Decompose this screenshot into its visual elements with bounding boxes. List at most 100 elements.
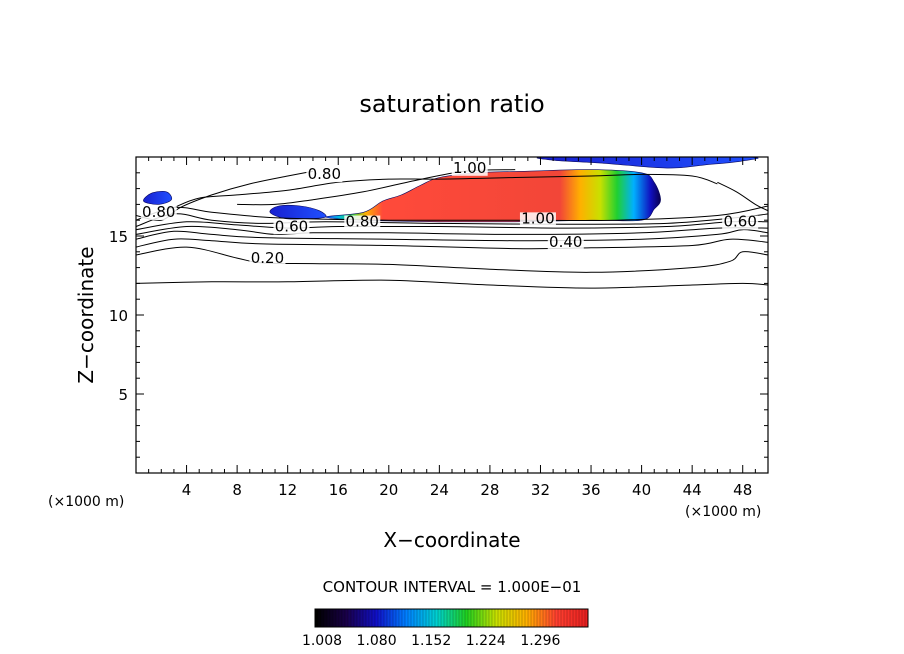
colorbar-swatch: [408, 609, 412, 627]
colorbar-swatch: [444, 609, 448, 627]
chart-title: saturation ratio: [359, 90, 544, 118]
contour-label: 0.60: [723, 213, 756, 231]
colorbar-swatch: [411, 609, 415, 627]
colorbar-swatch: [387, 609, 391, 627]
colorbar-swatch: [351, 609, 355, 627]
colorbar-swatch: [390, 609, 394, 627]
colorbar-swatch: [456, 609, 460, 627]
colorbar-swatch: [465, 609, 469, 627]
colorbar-swatch: [453, 609, 457, 627]
colorbar-tick-label: 1.296: [520, 633, 560, 649]
contour-label: 1.00: [453, 159, 486, 177]
colorbar-swatch: [507, 609, 511, 627]
colorbar-swatch: [579, 609, 583, 627]
colorbar-swatch: [510, 609, 514, 627]
colorbar-tick-label: 1.224: [466, 633, 506, 649]
colorbar-swatch: [537, 609, 541, 627]
colorbar-swatch: [522, 609, 526, 627]
colorbar-swatch: [324, 609, 328, 627]
colorbar-swatch: [393, 609, 397, 627]
colorbar-swatch: [357, 609, 361, 627]
contour-line: [136, 279, 768, 289]
colorbar-swatch: [459, 609, 463, 627]
colorbar-swatch: [336, 609, 340, 627]
x-axis-label: X−coordinate: [383, 528, 520, 552]
x-tick-label: 4: [182, 481, 192, 499]
y-axis-label: Z−coordinate: [74, 246, 98, 383]
x-tick-label: 28: [480, 481, 499, 499]
colorbar-swatch: [432, 609, 436, 627]
region-left-blob: [143, 191, 172, 205]
colorbar-swatch: [474, 609, 478, 627]
colorbar-swatch: [558, 609, 562, 627]
y-tick-label: 5: [118, 386, 128, 404]
y-tick-label: 10: [109, 307, 128, 325]
colorbar-swatch: [570, 609, 574, 627]
colorbar-swatch: [561, 609, 565, 627]
colorbar-swatch: [492, 609, 496, 627]
colorbar-swatch: [450, 609, 454, 627]
colorbar-swatch: [501, 609, 505, 627]
contour-label: 0.60: [275, 217, 308, 235]
colorbar-tick-label: 1.152: [411, 633, 451, 649]
y-axis-ticks: 5 10 15: [109, 228, 128, 404]
colorbar-swatch: [447, 609, 451, 627]
contour-line: [717, 181, 768, 212]
colorbar-swatch: [321, 609, 325, 627]
colorbar-swatch: [423, 609, 427, 627]
contour-line: [136, 170, 314, 221]
colorbar-swatch: [429, 609, 433, 627]
colorbar-swatch: [435, 609, 439, 627]
colorbar-swatch: [360, 609, 364, 627]
colorbar-swatch: [516, 609, 520, 627]
colorbar-swatch: [585, 609, 589, 627]
contour-line: [136, 213, 768, 227]
colorbar-frame: [314, 608, 589, 628]
contour-label: 0.40: [549, 233, 582, 251]
contour-line: [136, 220, 768, 231]
x-unit-left: (×1000 m): [48, 494, 124, 510]
colorbar-swatch: [534, 609, 538, 627]
colorbar-swatch: [441, 609, 445, 627]
colorbar-swatch: [513, 609, 517, 627]
contour-line: [136, 238, 768, 250]
colorbar-swatch: [354, 609, 358, 627]
colorbar-tick-label: 1.080: [357, 633, 397, 649]
x-tick-label: 36: [581, 481, 600, 499]
colorbar-swatch: [384, 609, 388, 627]
colorbar-swatch: [531, 609, 535, 627]
contour-line: [136, 246, 768, 273]
colorbar-swatch: [549, 609, 553, 627]
colorbar-swatch: [462, 609, 466, 627]
x-unit-right: (×1000 m): [685, 504, 761, 520]
colorbar-swatch: [396, 609, 400, 627]
x-tick-label: 20: [379, 481, 398, 499]
colorbar-swatch: [480, 609, 484, 627]
x-tick-label: 24: [430, 481, 449, 499]
contour-interval-text: CONTOUR INTERVAL = 1.000E−01: [323, 578, 582, 596]
colorbar: [314, 608, 589, 628]
x-tick-label: 32: [531, 481, 550, 499]
contour-label: 0.80: [142, 203, 175, 221]
x-tick-label: 48: [733, 481, 752, 499]
colorbar-swatch: [339, 609, 343, 627]
colorbar-swatch: [405, 609, 409, 627]
region-mid-left-blob: [269, 204, 327, 220]
contour-label: 1.00: [521, 209, 554, 227]
colorbar-swatch: [327, 609, 331, 627]
y-tick-label: 15: [109, 228, 128, 246]
colorbar-swatch: [315, 609, 319, 627]
colorbar-swatch: [552, 609, 556, 627]
colorbar-swatch: [468, 609, 472, 627]
colorbar-swatch: [555, 609, 559, 627]
colorbar-swatch: [504, 609, 508, 627]
colorbar-swatch: [543, 609, 547, 627]
colorbar-swatch: [426, 609, 430, 627]
colorbar-swatch: [486, 609, 490, 627]
colorbar-swatch: [417, 609, 421, 627]
colorbar-tick-label: 1.008: [302, 633, 342, 649]
x-tick-label: 12: [278, 481, 297, 499]
minor-ticks: [136, 157, 768, 473]
region-main-plume: [325, 169, 661, 223]
colorbar-swatch: [342, 609, 346, 627]
